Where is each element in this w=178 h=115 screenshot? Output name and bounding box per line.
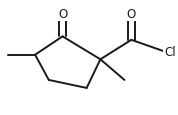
Text: Cl: Cl (164, 45, 176, 58)
Text: O: O (58, 8, 67, 21)
Text: O: O (127, 8, 136, 21)
